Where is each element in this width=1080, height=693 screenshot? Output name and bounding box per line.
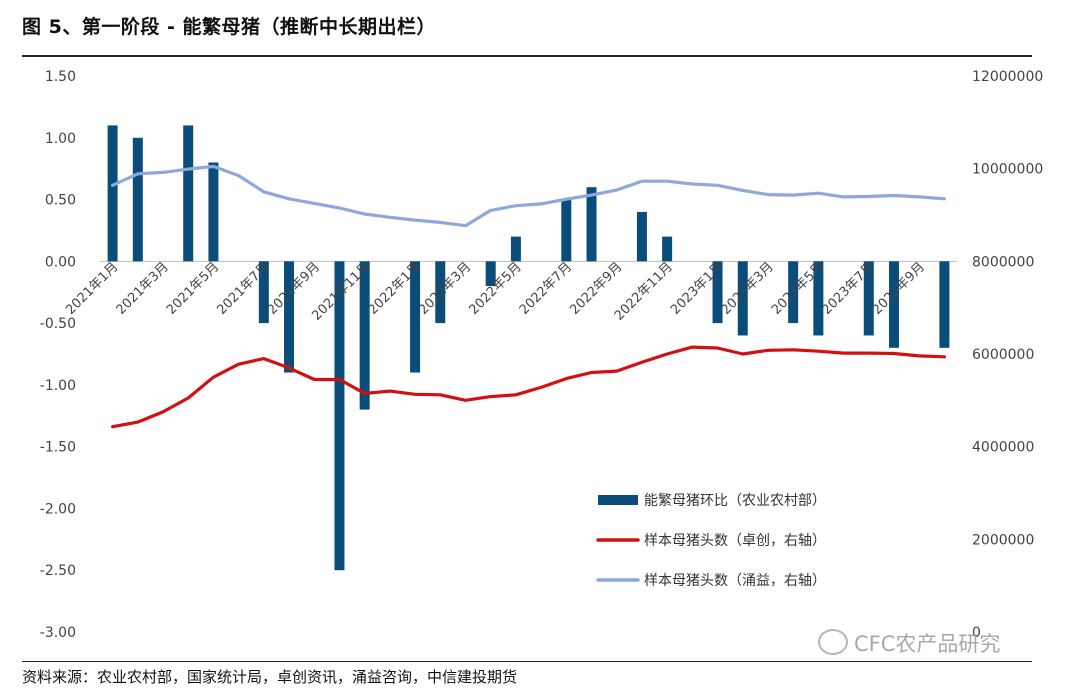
right-tick-label: 8000000 bbox=[972, 254, 1034, 270]
bar bbox=[485, 261, 496, 287]
left-tick-label: 0.50 bbox=[45, 193, 76, 209]
legend-label: 能繁母猪环比（农业农村部） bbox=[644, 493, 826, 509]
watermark-text: CFC农产品研究 bbox=[854, 632, 1001, 656]
right-tick-label: 10000000 bbox=[972, 162, 1043, 178]
watermark: CFC农产品研究 bbox=[818, 628, 1000, 658]
legend-label: 样本母猪头数（卓创，右轴） bbox=[644, 533, 826, 549]
bar bbox=[334, 261, 345, 571]
left-tick-label: -2.50 bbox=[40, 563, 76, 579]
legend-swatch-bar bbox=[598, 495, 638, 505]
bar bbox=[737, 261, 748, 336]
left-tick-label: 1.00 bbox=[45, 131, 76, 147]
x-tick-label: 2021年3月 bbox=[114, 260, 172, 318]
bar bbox=[284, 261, 295, 373]
source-note: 资料来源：农业农村部，国家统计局，卓创资讯，涌益咨询，中信建投期货 bbox=[22, 668, 518, 686]
bar bbox=[813, 261, 824, 336]
bar bbox=[107, 125, 118, 262]
line-series-1 bbox=[110, 345, 947, 429]
bar bbox=[410, 261, 421, 373]
bar bbox=[208, 162, 219, 262]
bar bbox=[788, 261, 799, 324]
left-tick-label: -2.00 bbox=[40, 501, 76, 517]
right-tick-label: 6000000 bbox=[972, 347, 1034, 363]
top-rule bbox=[22, 55, 1032, 57]
bar bbox=[939, 261, 950, 348]
bar bbox=[662, 236, 673, 262]
left-tick-label: 0.00 bbox=[45, 254, 76, 270]
left-tick-label: -1.00 bbox=[40, 378, 76, 394]
left-tick-label: -3.00 bbox=[40, 625, 76, 641]
right-axis-ticks: 12000000 10000000 8000000 6000000 4000000 200… bbox=[972, 69, 1043, 641]
bar bbox=[636, 211, 647, 262]
bar bbox=[888, 261, 899, 348]
legend: 能繁母猪环比（农业农村部） 样本母猪头数（卓创，右轴） 样本母猪头数（涌益，右轴） bbox=[596, 493, 826, 589]
x-tick-label: 2021年5月 bbox=[164, 260, 222, 318]
right-tick-label: 2000000 bbox=[972, 532, 1034, 548]
bar bbox=[863, 261, 874, 336]
left-tick-label: -0.50 bbox=[40, 316, 76, 332]
bar bbox=[510, 236, 521, 262]
bar-series bbox=[107, 125, 950, 571]
bar bbox=[132, 137, 143, 262]
left-axis-ticks: 1.50 1.00 0.50 0.00 -0.50 -1.00 -1.50 -2.00 -2.5… bbox=[40, 69, 76, 641]
line-series bbox=[110, 164, 947, 429]
bottom-rule bbox=[22, 661, 1032, 662]
bar bbox=[561, 199, 572, 262]
left-tick-label: -1.50 bbox=[40, 440, 76, 456]
bar bbox=[435, 261, 446, 324]
bar bbox=[586, 187, 597, 262]
bar bbox=[258, 261, 269, 324]
bar bbox=[359, 261, 370, 410]
right-tick-label: 12000000 bbox=[972, 69, 1043, 85]
legend-label: 样本母猪头数（涌益，右轴） bbox=[644, 573, 826, 589]
line-series-2 bbox=[110, 164, 947, 228]
figure-title: 图 5、第一阶段 - 能繁母猪（推断中长期出栏） bbox=[22, 16, 436, 38]
bar bbox=[183, 125, 194, 262]
right-tick-label: 0 bbox=[972, 625, 981, 641]
right-tick-label: 4000000 bbox=[972, 440, 1034, 456]
wechat-icon bbox=[818, 629, 848, 655]
bar bbox=[712, 261, 723, 324]
x-tick-label: 2022年7月 bbox=[517, 260, 575, 318]
left-tick-label: 1.50 bbox=[45, 69, 76, 85]
